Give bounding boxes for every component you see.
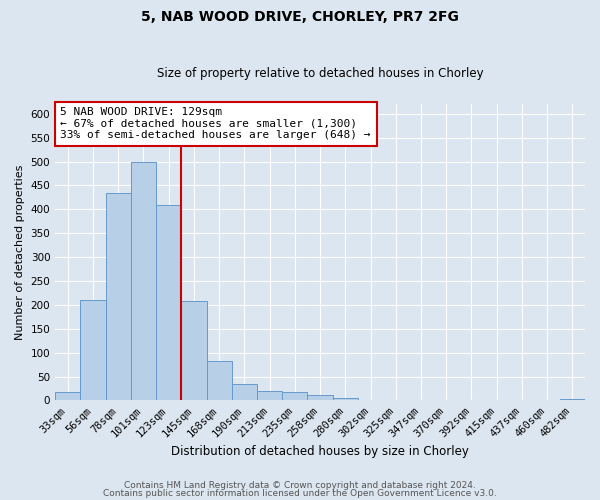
Bar: [131, 162, 156, 400]
Bar: [80, 300, 106, 400]
Bar: [55, 392, 80, 400]
Bar: [307, 395, 332, 400]
Text: Contains HM Land Registry data © Crown copyright and database right 2024.: Contains HM Land Registry data © Crown c…: [124, 481, 476, 490]
Bar: [181, 301, 206, 400]
Bar: [257, 391, 282, 400]
Bar: [206, 361, 232, 401]
Bar: [282, 392, 307, 400]
X-axis label: Distribution of detached houses by size in Chorley: Distribution of detached houses by size …: [171, 444, 469, 458]
Bar: [232, 384, 257, 400]
Text: 5 NAB WOOD DRIVE: 129sqm
← 67% of detached houses are smaller (1,300)
33% of sem: 5 NAB WOOD DRIVE: 129sqm ← 67% of detach…: [61, 107, 371, 140]
Bar: [156, 204, 181, 400]
Bar: [106, 192, 131, 400]
Bar: [560, 399, 585, 400]
Bar: [332, 398, 358, 400]
Title: Size of property relative to detached houses in Chorley: Size of property relative to detached ho…: [157, 66, 484, 80]
Y-axis label: Number of detached properties: Number of detached properties: [15, 164, 25, 340]
Text: 5, NAB WOOD DRIVE, CHORLEY, PR7 2FG: 5, NAB WOOD DRIVE, CHORLEY, PR7 2FG: [141, 10, 459, 24]
Text: Contains public sector information licensed under the Open Government Licence v3: Contains public sector information licen…: [103, 488, 497, 498]
